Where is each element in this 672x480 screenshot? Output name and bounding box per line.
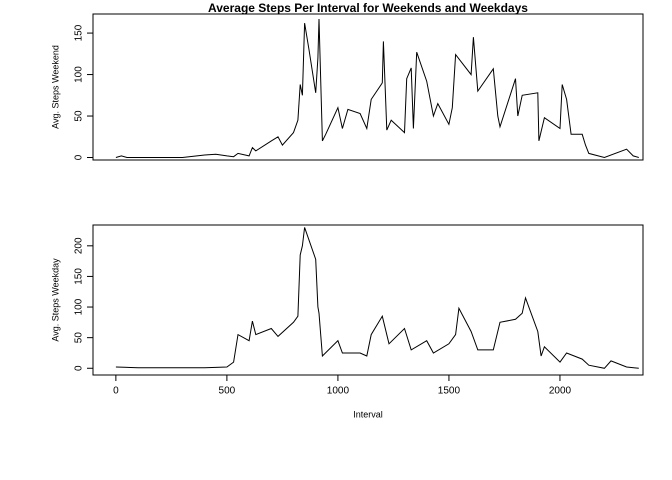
y-tick-label: 100 xyxy=(74,298,85,315)
x-axis-label: Interval xyxy=(353,409,383,419)
y-tick-label: 0 xyxy=(74,365,85,371)
y-tick-label: 150 xyxy=(74,268,85,285)
line-series xyxy=(115,18,639,159)
y-tick-label: 50 xyxy=(74,332,85,344)
x-tick-label: 1500 xyxy=(438,386,461,397)
y-tick-label: 100 xyxy=(74,66,85,83)
y-tick-label: 0 xyxy=(74,154,85,160)
y-axis-label: Avg. Steps Weekend xyxy=(50,45,60,129)
y-tick-label: 200 xyxy=(74,237,85,254)
line-series xyxy=(115,227,639,369)
x-tick-label: 1000 xyxy=(327,386,350,397)
x-tick-label: 2000 xyxy=(549,386,572,397)
y-tick-label: 150 xyxy=(74,24,85,41)
y-tick-label: 50 xyxy=(74,110,85,122)
chart-title: Average Steps Per Interval for Weekends … xyxy=(208,1,528,15)
plot-frame xyxy=(92,13,644,161)
x-tick-label: 500 xyxy=(219,386,236,397)
plot-frame xyxy=(92,224,644,376)
y-axis-label: Avg. Steps Weekday xyxy=(50,258,60,342)
x-tick-label: 0 xyxy=(113,386,119,397)
